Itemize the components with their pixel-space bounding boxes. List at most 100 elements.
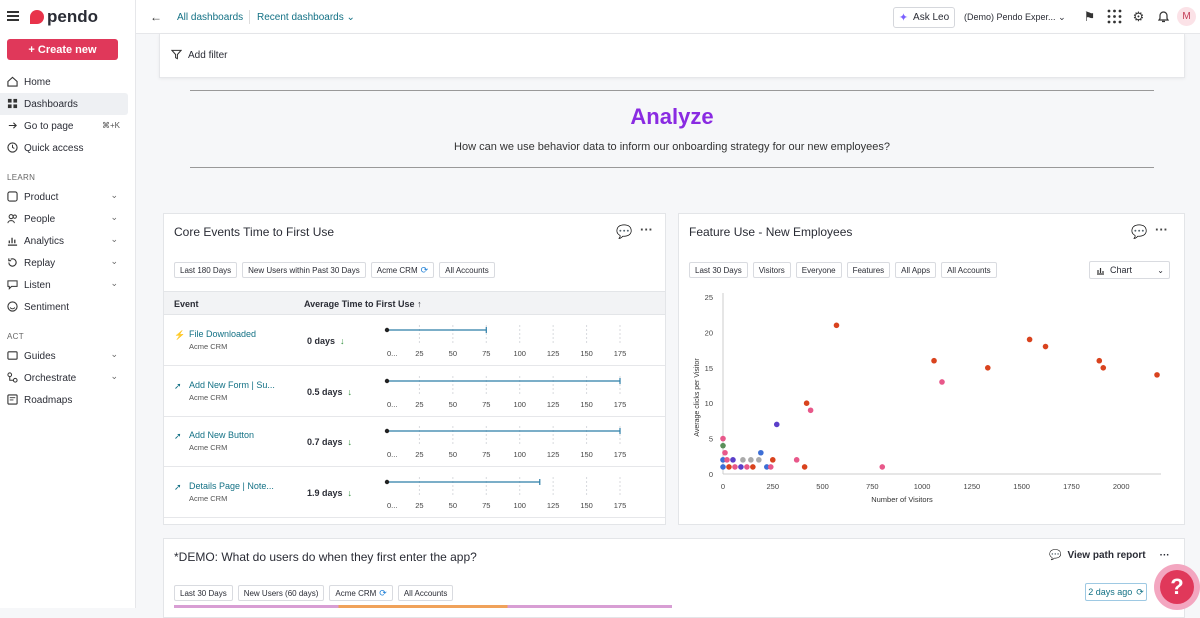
home-icon (7, 76, 18, 87)
sidebar-item-label: Quick access (24, 142, 84, 154)
sidebar-item-replay[interactable]: Replay ⌄ (0, 252, 136, 274)
avatar[interactable]: M (1177, 7, 1196, 26)
breadcrumb-all-dashboards[interactable]: All dashboards (177, 12, 244, 23)
scatter-point (720, 457, 726, 463)
axis-tick-label: 150 (580, 501, 593, 510)
roadmaps-icon (7, 394, 18, 405)
last-updated-badge[interactable]: 2 days ago ⟳ (1085, 583, 1147, 601)
card-filter-chips: Last 180 Days New Users within Past 30 D… (174, 262, 495, 278)
sidebar-item-people[interactable]: People ⌄ (0, 208, 136, 230)
account-name: (Demo) Pendo Exper... (964, 12, 1056, 22)
rocket-icon[interactable]: ⚑ (1083, 9, 1096, 24)
column-header-avg[interactable]: Average Time to First Use ↑ (304, 299, 422, 309)
event-name-link[interactable]: Add New Button (189, 430, 255, 440)
sidebar-item-product[interactable]: Product ⌄ (0, 186, 136, 208)
sidebar-item-label: Replay (24, 257, 56, 269)
chip-date-range[interactable]: Last 30 Days (174, 585, 233, 601)
sidebar-item-label: Roadmaps (24, 394, 73, 406)
scatter-point (833, 322, 840, 329)
create-new-button[interactable]: + Create new (7, 39, 118, 60)
apps-grid-icon[interactable] (1107, 9, 1122, 24)
add-filter-button[interactable]: Add filter (188, 50, 228, 61)
chevron-down-icon: ⌄ (110, 212, 118, 222)
sidebar-item-home[interactable]: Home (0, 71, 136, 93)
back-arrow-icon[interactable]: ← (150, 10, 162, 24)
arrow-down-icon: ↓ (347, 487, 353, 498)
event-name-link[interactable]: Add New Form | Su... (189, 379, 275, 390)
chip-visitors[interactable]: Visitors (752, 262, 791, 278)
ask-leo-button[interactable]: ✦ Ask Leo (893, 7, 955, 28)
sidebar-item-sentiment[interactable]: Sentiment (0, 296, 136, 318)
chip-accounts[interactable]: All Accounts (941, 262, 997, 278)
pendo-logo[interactable]: pendo (30, 7, 98, 27)
chevron-down-icon: ⌄ (110, 190, 118, 200)
view-path-report-label: View path report (1067, 550, 1146, 561)
chip-apps[interactable]: All Apps (895, 262, 937, 278)
chip-date-range[interactable]: Last 180 Days (174, 262, 238, 278)
sidebar-item-roadmaps[interactable]: Roadmaps (0, 389, 136, 411)
y-tick-label: 0 (709, 470, 713, 479)
table-row[interactable]: ➚ Add New Button Acme CRM 0.7 days ↓ 0... 25 50… (164, 417, 665, 467)
sidebar-item-listen[interactable]: Listen ⌄ (0, 274, 136, 296)
menu-icon[interactable] (7, 11, 19, 21)
chip-accounts[interactable]: All Accounts (439, 262, 495, 278)
more-options-icon[interactable]: ··· (1159, 550, 1170, 561)
comment-icon[interactable]: 💬 (616, 224, 633, 239)
chip-date-range[interactable]: Last 30 Days (689, 262, 748, 278)
sidebar: pendo + Create new Home Dashboards Go to… (0, 0, 136, 608)
sidebar-item-quick-access[interactable]: Quick access (0, 137, 136, 159)
chip-app[interactable]: Acme CRM ⟳ (370, 262, 435, 278)
event-name-link[interactable]: Details Page | Note... (189, 480, 274, 491)
x-tick-label: 1250 (964, 482, 981, 491)
column-header-event[interactable]: Event (174, 299, 199, 309)
chip-segment[interactable]: Everyone (795, 262, 842, 278)
comment-icon[interactable]: 💬 (1131, 224, 1148, 239)
view-path-report-button[interactable]: 💬 View path report ··· (1049, 550, 1170, 561)
nav-top: Home Dashboards Go to page ⌘+K Quick acc… (0, 71, 136, 159)
chart-icon (1097, 267, 1104, 275)
more-options-icon[interactable]: ··· (1155, 222, 1168, 237)
people-icon (7, 214, 17, 224)
sidebar-item-dashboards[interactable]: Dashboards (0, 93, 128, 115)
gear-icon[interactable]: ⚙ (1132, 9, 1145, 24)
sidebar-item-analytics[interactable]: Analytics ⌄ (0, 230, 136, 252)
scatter-point (732, 464, 738, 470)
chevron-down-icon: ⌄ (110, 256, 118, 266)
bell-icon[interactable] (1156, 9, 1171, 24)
filter-icon[interactable] (171, 49, 182, 60)
more-options-icon[interactable]: ··· (640, 222, 653, 237)
chip-accounts[interactable]: All Accounts (397, 585, 454, 601)
sentiment-icon (7, 301, 18, 312)
help-button[interactable]: ? (1154, 564, 1200, 610)
divider-top (190, 90, 1154, 91)
last-updated-label: 2 days ago (1088, 587, 1133, 597)
comment-icon[interactable]: 💬 (1049, 550, 1062, 561)
sidebar-item-orchestrate[interactable]: Orchestrate ⌄ (0, 367, 136, 389)
recent-dashboards-dropdown[interactable]: Recent dashboards ⌄ (257, 12, 355, 23)
axis-tick-label: 100 (513, 400, 526, 409)
x-tick-label: 250 (767, 482, 780, 491)
table-row[interactable]: ➚ Add New Form | Su... Acme CRM 0.5 days ↓ 0.… (164, 367, 665, 417)
feature-use-card: Feature Use - New Employees 💬 ··· Last 3… (678, 213, 1185, 525)
chip-segment[interactable]: New Users (60 days) (237, 585, 325, 601)
table-row[interactable]: ➚ Details Page | Note... Acme CRM 1.9 days ↓… (164, 468, 665, 518)
event-name-link[interactable]: File Downloaded (189, 329, 257, 339)
axis-tick-label: 25 (415, 450, 423, 459)
chip-app[interactable]: Acme CRM ⟳ (329, 585, 393, 601)
chip-features[interactable]: Features (846, 262, 891, 278)
scatter-point (879, 464, 886, 470)
replay-icon (8, 258, 17, 267)
sidebar-item-go-to-page[interactable]: Go to page ⌘+K (0, 115, 136, 137)
chip-segment[interactable]: New Users within Past 30 Days (242, 262, 366, 278)
view-type-dropdown[interactable]: Chart ⌄ (1089, 261, 1170, 279)
sidebar-item-guides[interactable]: Guides ⌄ (0, 345, 136, 367)
account-switcher[interactable]: (Demo) Pendo Exper... ⌄ (964, 12, 1066, 23)
sidebar-item-label: Dashboards (24, 98, 78, 110)
event-value: 0.7 days ↓ (307, 437, 352, 447)
range-start-dot (384, 327, 390, 333)
table-row[interactable]: ⚡ File Downloaded Acme CRM 0 days ↓ 0... 25 50 7… (164, 316, 665, 366)
axis-tick-label: 175 (614, 400, 627, 409)
axis-tick-label: 25 (415, 400, 423, 409)
dashboard-icon (7, 98, 18, 109)
card-filter-chips: Last 30 Days Visitors Everyone Features … (689, 262, 997, 278)
